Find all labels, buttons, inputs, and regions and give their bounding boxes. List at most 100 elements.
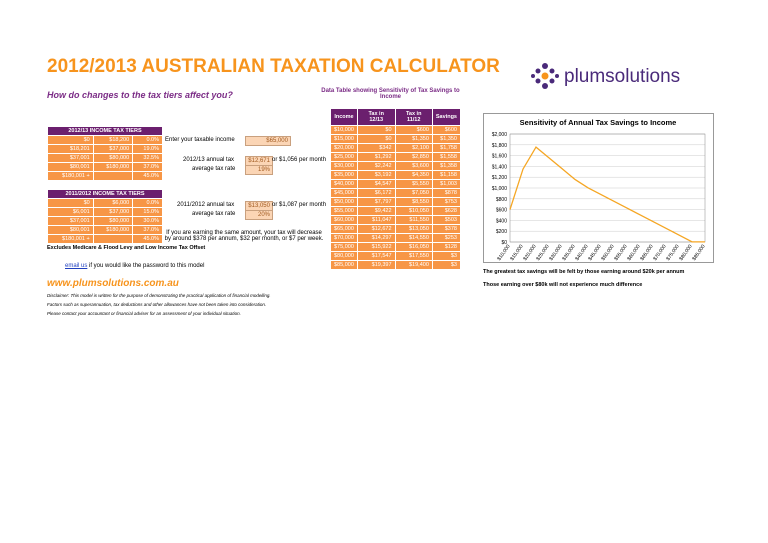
cell: $4,547 [356, 179, 396, 189]
cell: $75,000 [330, 242, 358, 252]
plot-area [509, 133, 706, 243]
logo: plumsolutions [531, 63, 680, 89]
note: The greatest tax savings will be felt by… [483, 269, 685, 275]
y-tick-label: $400 [496, 218, 507, 224]
header-row: 2011/2012 INCOME TAX TIERS [47, 189, 163, 199]
cell: $3 [431, 260, 462, 270]
cell: $65,000 [330, 224, 358, 234]
cell: $8,550 [394, 197, 433, 207]
row: $6,001 $37,000 15.0% [47, 207, 163, 217]
cell: 37.0% [132, 162, 163, 172]
email-link[interactable]: email us [65, 263, 88, 269]
cell: $14,550 [394, 233, 433, 243]
website[interactable]: www.plumsolutions.com.au [47, 278, 179, 289]
cell: $80,000 [92, 153, 134, 163]
header-row: Income Tax in 12/13 Tax in 11/12 Savings [330, 108, 462, 126]
cell: $14,297 [356, 233, 396, 243]
cell: $25,000 [330, 152, 358, 162]
row: $60,000 $11,047 $11,550 $503 [330, 215, 462, 225]
cell: $1,358 [431, 161, 462, 171]
row: $0 $6,000 0.0% [47, 198, 163, 208]
cell: 0.0% [132, 135, 163, 145]
y-tick-label: $200 [496, 229, 507, 235]
value: 20% [245, 210, 273, 220]
cell: $180,001 + [47, 234, 94, 244]
cell: $15,000 [330, 134, 358, 144]
y-tick-label: $1,600 [492, 154, 508, 160]
cell: 37.0% [132, 225, 163, 235]
cell: $253 [431, 233, 462, 243]
row: $80,000 $17,547 $17,550 $3 [330, 251, 462, 261]
disclaimer: Disclaimer: This model is written for th… [47, 293, 271, 298]
cell: $10,000 [330, 125, 358, 135]
cell: $6,000 [92, 198, 134, 208]
cell: 0.0% [132, 198, 163, 208]
cell: $3,192 [356, 170, 396, 180]
row: $0 $18,200 0.0% [47, 135, 163, 145]
cell: $35,000 [330, 170, 358, 180]
cell: $80,000 [330, 251, 358, 261]
cell: $7,050 [394, 188, 433, 198]
text: if you would like the password to this m… [89, 263, 205, 269]
cell: 45.0% [132, 234, 163, 244]
cell: $85,000 [330, 260, 358, 270]
row: $80,001 $180,000 37.0% [47, 225, 163, 235]
cell: $37,000 [92, 207, 134, 217]
y-tick-label: $1,400 [492, 164, 508, 170]
label: 2011/2012 annual tax [177, 202, 235, 208]
column-header: Tax in 11/12 [394, 108, 433, 126]
cell: $180,000 [92, 225, 134, 235]
cell: $7,797 [356, 197, 396, 207]
row: $85,000 $19,397 $19,400 $3 [330, 260, 462, 270]
cell: $2,242 [356, 161, 396, 171]
column-header: Income [330, 108, 358, 126]
cell: $1,350 [394, 134, 433, 144]
row: $10,000 $0 $600 $600 [330, 125, 462, 135]
cell: $878 [431, 188, 462, 198]
cell: $16,050 [394, 242, 433, 252]
cell: $70,000 [330, 233, 358, 243]
cell: $628 [431, 206, 462, 216]
y-tick-label: $600 [496, 208, 507, 214]
column-header: Savings [431, 108, 462, 126]
cell: $503 [431, 215, 462, 225]
title: 2012/2013 AUSTRALIAN TAXATION CALCULATOR [47, 56, 500, 77]
row: $37,001 $80,000 30.0% [47, 216, 163, 226]
label: Enter your taxable income [165, 137, 235, 143]
cell: $0 [47, 135, 94, 145]
label: average tax rate [192, 166, 236, 172]
cell: $80,000 [92, 216, 134, 226]
cell: $753 [431, 197, 462, 207]
cell: $80,001 [47, 225, 94, 235]
disclaimer: Please contact your accountant or financ… [47, 311, 241, 316]
logo-text: plumsolutions [564, 66, 680, 87]
cell: $19,400 [394, 260, 433, 270]
row: $40,000 $4,547 $5,550 $1,003 [330, 179, 462, 189]
label: or $1,056 per month [272, 157, 327, 163]
cell: $5,550 [394, 179, 433, 189]
y-tick-label: $1,000 [492, 186, 508, 192]
row: $18,201 $37,000 19.0% [47, 144, 163, 154]
cell: $11,047 [356, 215, 396, 225]
cell: $80,001 [47, 162, 94, 172]
row: $45,000 $6,172 $7,050 $878 [330, 188, 462, 198]
cell: $11,550 [394, 215, 433, 225]
cell: $10,050 [394, 206, 433, 216]
y-tick-label: $0 [501, 240, 507, 246]
cell: $1,292 [356, 152, 396, 162]
cell: $55,000 [330, 206, 358, 216]
y-tick-label: $1,800 [492, 143, 508, 149]
cell: $3,600 [394, 161, 433, 171]
cell: $0 [356, 125, 396, 135]
tax-tiers-table: 2012/13 INCOME TAX TIERS $0 $18,200 0.0% $18… [47, 126, 163, 181]
cell: $180,001 + [47, 171, 94, 181]
tax-tiers-table: 2011/2012 INCOME TAX TIERS $0 $6,000 0.0% $6… [47, 189, 163, 244]
cell: 45.0% [132, 171, 163, 181]
row: $30,000 $2,242 $3,600 $1,358 [330, 161, 462, 171]
row: $80,001 $180,000 37.0% [47, 162, 163, 172]
input[interactable]: $65,000 [245, 136, 291, 146]
disclaimer: Factors such as superannuation, tax dedu… [47, 302, 267, 307]
cell: $180,000 [92, 162, 134, 172]
cell: $37,001 [47, 153, 94, 163]
